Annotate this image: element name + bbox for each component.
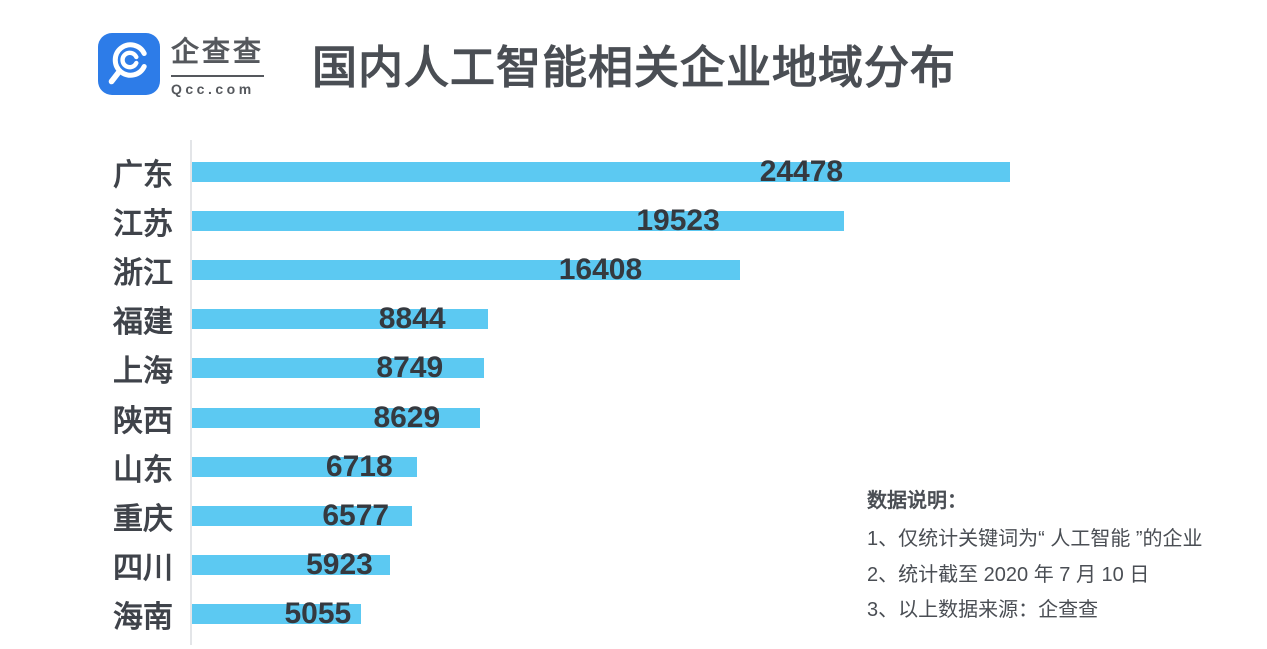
chart-row: 重庆 6577 [107, 491, 1012, 540]
bar: 8629 [192, 402, 481, 432]
bar: 8844 [192, 304, 488, 334]
value-label: 19523 [636, 203, 720, 237]
bar-track: 5055 [192, 599, 1010, 629]
value-label: 8749 [376, 351, 444, 385]
data-notes: 数据说明： 1、仅统计关键词为“ 人工智能 ”的企业 2、统计截至 2020 年… [867, 489, 1203, 629]
page-title: 国内人工智能相关企业地域分布 [312, 42, 957, 93]
chart-row: 上海 8749 [107, 344, 1012, 393]
category-label: 海南 [113, 601, 173, 635]
category-label: 重庆 [113, 502, 173, 536]
value-label: 6577 [322, 498, 390, 532]
category-label: 浙江 [113, 256, 173, 290]
bar-track: 5923 [192, 550, 1010, 580]
value-label: 5055 [284, 597, 352, 631]
value-label: 5923 [306, 548, 373, 582]
header: 企查查 Qcc.com 国内人工智能相关企业地域分布 [98, 30, 956, 97]
bar: 24478 [192, 156, 1010, 186]
category-label: 广东 [113, 158, 173, 192]
chart-row: 福建 8844 [107, 295, 1012, 344]
chart-row: 浙江 16408 [107, 245, 1012, 294]
bar-track: 8749 [192, 353, 1010, 383]
bar-track: 24478 [192, 156, 1010, 186]
bar-track: 6718 [192, 451, 1010, 481]
bar-track: 6577 [192, 500, 1010, 530]
value-label: 8844 [378, 302, 446, 336]
notes-heading: 数据说明： [867, 490, 967, 512]
bar: 5923 [192, 550, 390, 580]
chart-row: 广东 24478 [107, 147, 1012, 196]
value-label: 24478 [759, 154, 844, 188]
bar: 16408 [192, 254, 741, 284]
chart-row: 陕西 8629 [107, 393, 1012, 442]
category-label: 山东 [113, 453, 173, 487]
bar: 6718 [192, 451, 417, 481]
category-label: 上海 [113, 355, 173, 389]
category-label: 福建 [113, 306, 173, 340]
category-label: 四川 [113, 552, 173, 586]
qcc-logo: 企查查 Qcc.com [98, 30, 265, 97]
qcc-logo-icon [98, 32, 160, 95]
y-axis-line [190, 140, 192, 645]
bar-track: 19523 [192, 205, 1010, 235]
qcc-logo-text: 企查查 Qcc.com [171, 30, 265, 97]
value-label: 16408 [558, 252, 643, 286]
bar-track: 8629 [192, 402, 1010, 432]
note-item: 2、统计截至 2020 年 7 月 10 日 [867, 563, 1150, 586]
chart-rows: 广东 24478 江苏 19523 浙江 16408 福建 8844 [107, 140, 1012, 639]
bar: 6577 [192, 500, 412, 530]
notes-list: 1、仅统计关键词为“ 人工智能 ”的企业 2、统计截至 2020 年 7 月 1… [867, 522, 1203, 629]
bar-track: 16408 [192, 254, 1010, 284]
note-item: 1、仅统计关键词为“ 人工智能 ”的企业 [867, 528, 1203, 550]
brand-name: 企查查 [171, 30, 265, 77]
bar-chart: 广东 24478 江苏 19523 浙江 16408 福建 8844 [107, 140, 1012, 645]
category-label: 陕西 [113, 404, 173, 438]
value-label: 8629 [373, 400, 441, 434]
chart-row: 江苏 19523 [107, 196, 1012, 245]
bar-track: 8844 [192, 304, 1010, 334]
note-item: 3、以上数据来源：企查查 [867, 599, 1099, 622]
chart-row: 海南 5055 [107, 590, 1012, 639]
value-label: 6718 [325, 449, 393, 483]
chart-row: 四川 5923 [107, 541, 1012, 590]
brand-domain: Qcc.com [171, 81, 255, 97]
bar: 5055 [192, 599, 361, 629]
category-label: 江苏 [113, 207, 173, 241]
bar: 19523 [192, 205, 845, 235]
bar: 8749 [192, 353, 485, 383]
chart-row: 山东 6718 [107, 442, 1012, 491]
